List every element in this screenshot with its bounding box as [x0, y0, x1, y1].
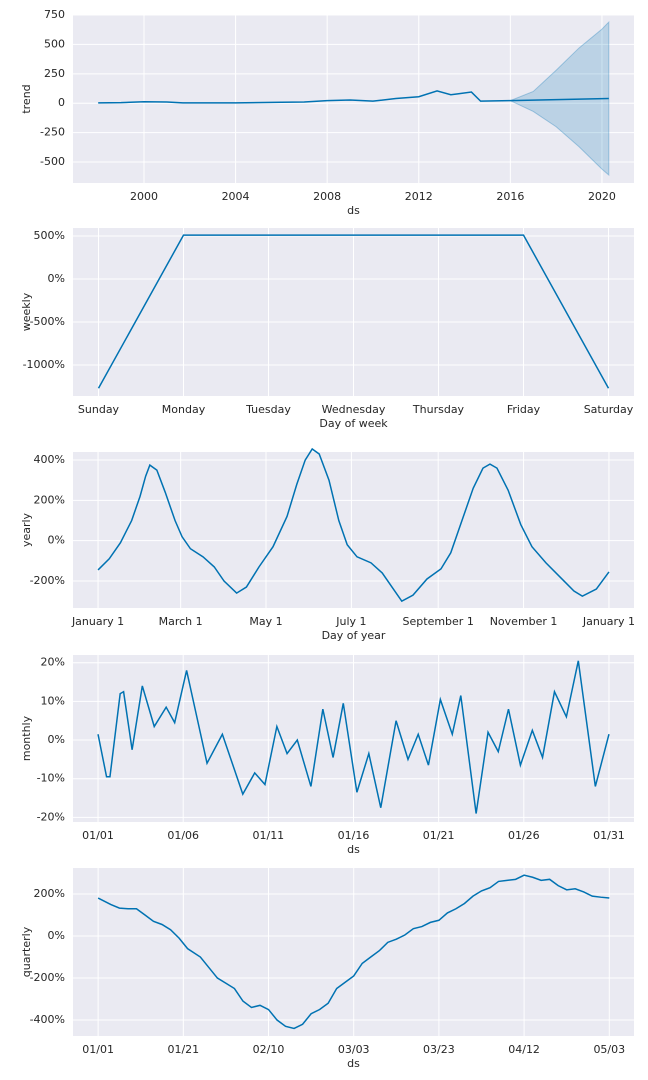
x-tick-label: Friday: [507, 403, 541, 416]
y-tick-label: 200%: [34, 493, 65, 506]
x-tick-label: March 1: [159, 615, 203, 628]
y-axis-label: yearly: [20, 512, 33, 547]
x-tick-label: 2008: [313, 190, 341, 203]
x-axis-label: ds: [347, 1057, 360, 1070]
x-tick-label: 2000: [130, 190, 158, 203]
y-tick-label: -10%: [37, 772, 65, 785]
x-axis-label: ds: [347, 204, 360, 217]
x-axis-label: Day of week: [319, 417, 388, 430]
x-tick-label: 01/01: [82, 1043, 114, 1056]
series-line: [97, 447, 610, 603]
x-tick-label: November 1: [490, 615, 558, 628]
x-tick-label: 2012: [405, 190, 433, 203]
x-tick-label: January 1: [582, 615, 635, 628]
x-tick-label: 05/03: [593, 1043, 625, 1056]
y-axis-label: monthly: [20, 715, 33, 761]
x-tick-label: 01/21: [167, 1043, 199, 1056]
x-tick-label: Tuesday: [245, 403, 291, 416]
x-tick-label: 01/31: [593, 829, 625, 842]
x-tick-label: September 1: [403, 615, 474, 628]
y-tick-label: -250: [40, 126, 65, 139]
y-axis-label: weekly: [20, 292, 33, 331]
x-tick-label: 01/26: [508, 829, 540, 842]
series-line: [97, 874, 610, 1030]
x-tick-label: Wednesday: [322, 403, 386, 416]
y-tick-label: 0%: [48, 272, 65, 285]
y-axis-label: quarterly: [20, 926, 33, 977]
x-axis-label: Day of year: [322, 629, 386, 642]
x-tick-label: 2004: [222, 190, 250, 203]
x-tick-label: 01/06: [167, 829, 199, 842]
y-tick-label: -1000%: [23, 358, 65, 371]
x-tick-label: 04/12: [508, 1043, 540, 1056]
x-tick-label: Saturday: [584, 403, 634, 416]
y-tick-label: -200%: [30, 971, 65, 984]
y-tick-label: 0%: [48, 929, 65, 942]
x-tick-label: 01/16: [338, 829, 370, 842]
x-tick-label: 03/03: [338, 1043, 370, 1056]
plot-area: [73, 452, 634, 608]
plot-area: [73, 15, 634, 183]
y-tick-label: 0: [58, 96, 65, 109]
y-tick-label: -500%: [30, 315, 65, 328]
x-tick-label: Monday: [162, 403, 206, 416]
x-tick-label: Thursday: [412, 403, 465, 416]
y-tick-label: -20%: [37, 810, 65, 823]
y-tick-label: 0%: [48, 733, 65, 746]
y-tick-label: 400%: [34, 453, 65, 466]
x-tick-label: 02/10: [253, 1043, 285, 1056]
y-tick-label: -400%: [30, 1013, 65, 1026]
x-tick-label: May 1: [249, 615, 282, 628]
y-tick-label: 500%: [34, 229, 65, 242]
x-tick-label: July 1: [335, 615, 366, 628]
y-axis-label: trend: [20, 84, 33, 113]
y-tick-label: 250: [44, 67, 65, 80]
x-tick-label: 01/21: [423, 829, 455, 842]
y-tick-label: 20%: [41, 656, 65, 669]
y-tick-label: -500: [40, 155, 65, 168]
x-tick-label: 01/01: [82, 829, 114, 842]
series-line: [97, 234, 610, 389]
y-tick-label: 200%: [34, 887, 65, 900]
y-tick-label: 0%: [48, 534, 65, 547]
x-tick-label: 01/11: [252, 829, 284, 842]
x-tick-label: 2016: [496, 190, 524, 203]
y-tick-label: 500: [44, 37, 65, 50]
x-tick-label: Sunday: [78, 403, 120, 416]
series-line: [98, 90, 609, 104]
x-tick-label: 03/23: [423, 1043, 455, 1056]
y-tick-label: 750: [44, 8, 65, 21]
x-tick-label: January 1: [71, 615, 124, 628]
x-tick-label: 2020: [588, 190, 616, 203]
y-tick-label: 10%: [41, 694, 65, 707]
x-axis-label: ds: [347, 843, 360, 856]
series-line: [97, 660, 610, 814]
y-tick-label: -200%: [30, 574, 65, 587]
